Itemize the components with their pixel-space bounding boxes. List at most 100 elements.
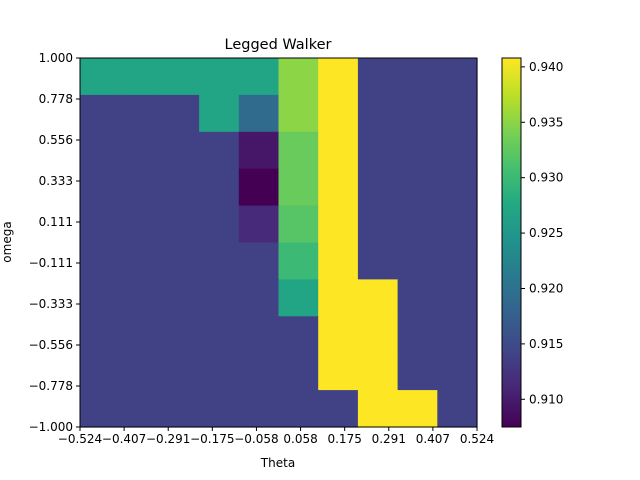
heatmap-cell [199, 168, 240, 207]
heatmap-cell [437, 242, 478, 280]
colorbar-tick-label: 0.920 [529, 281, 563, 295]
heatmap-cell [80, 316, 121, 354]
heatmap-cell [318, 390, 359, 428]
heatmap-cell [199, 353, 240, 391]
heatmap-cell [357, 205, 399, 244]
colorbar-ticks: 0.910 0.915 0.920 0.925 0.930 0.935 0.940 [521, 60, 563, 406]
heatmap-cell [278, 94, 319, 133]
heatmap-cell [318, 242, 359, 280]
x-axis-label: Theta [260, 456, 295, 470]
heatmap-cell [159, 58, 200, 96]
heatmap-cell [318, 94, 359, 133]
x-tick-label: −0.058 [234, 432, 278, 446]
x-tick-label: 0.291 [372, 432, 406, 446]
heatmap-cell [318, 58, 359, 96]
heatmap-cell [397, 205, 438, 244]
heatmap-cell [397, 390, 438, 428]
y-tick-label: 0.333 [39, 174, 73, 188]
x-tick-label: 0.407 [416, 432, 450, 446]
chart-title: Legged Walker [225, 37, 332, 53]
heatmap-cell [357, 316, 399, 354]
colorbar [501, 57, 522, 428]
heatmap-cell [80, 242, 121, 280]
heatmap-cell [437, 168, 478, 207]
heatmap-cell [159, 279, 200, 317]
heatmap-cell [80, 131, 121, 170]
heatmap-cell [357, 279, 399, 317]
heatmap-cell [397, 168, 438, 207]
heatmap-cell [159, 353, 200, 391]
heatmap-cell [278, 205, 319, 244]
x-tick-label: −0.407 [102, 432, 146, 446]
heatmap-cell [437, 390, 478, 428]
heatmap-cell [159, 131, 200, 170]
heatmap-cell [397, 242, 438, 280]
y-tick-label: 0.778 [39, 92, 73, 106]
heatmap-cell [119, 242, 160, 280]
heatmap-cell [437, 58, 478, 96]
heatmap-cell [318, 205, 359, 244]
heatmap-cell [278, 58, 319, 96]
heatmap-cell [159, 390, 200, 428]
heatmap-cell [278, 279, 319, 317]
heatmap-cell [119, 316, 160, 354]
heatmap-cell [318, 168, 359, 207]
heatmap-cell [437, 279, 478, 317]
heatmap-cell [397, 58, 438, 96]
heatmap-cell [238, 168, 280, 207]
colorbar-tick-label: 0.925 [529, 226, 563, 240]
heatmap-cell [357, 168, 399, 207]
heatmap-cell [238, 94, 280, 133]
heatmap-cell [278, 242, 319, 280]
heatmap-cell [119, 353, 160, 391]
heatmap-cell [357, 94, 399, 133]
heatmap-cell [80, 279, 121, 317]
heatmap-cell [437, 316, 478, 354]
heatmap-cell [80, 205, 121, 244]
colorbar-tick-label: 0.940 [529, 60, 563, 74]
y-tick-label: −0.111 [29, 256, 73, 270]
x-axis-ticks: −0.524 −0.407 −0.291 −0.175 −0.058 0.058 0.175… [58, 427, 494, 446]
heatmap-cell [397, 94, 438, 133]
y-axis-ticks: 1.000 0.778 0.556 0.333 0.111 −0.111 −0.333 −0.… [29, 51, 80, 434]
heatmap-cell [357, 353, 399, 391]
heatmap-cell [357, 131, 399, 170]
heatmap-cell [397, 279, 438, 317]
heatmap-cell [318, 316, 359, 354]
heatmap-cell [437, 131, 478, 170]
colorbar-tick-label: 0.910 [529, 392, 563, 406]
heatmap-cell [159, 316, 200, 354]
heatmap-cell [357, 58, 399, 96]
heatmap-cell [199, 390, 240, 428]
heatmap-cell [357, 242, 399, 280]
heatmap-cell [199, 131, 240, 170]
y-tick-label: −0.333 [29, 297, 73, 311]
heatmap-cell [199, 242, 240, 280]
heatmap-cell [278, 131, 319, 170]
heatmap-cell [238, 205, 280, 244]
y-tick-label: −0.778 [29, 379, 73, 393]
x-tick-label: 0.058 [283, 432, 317, 446]
heatmap-cell [278, 390, 319, 428]
heatmap-cell [437, 94, 478, 133]
heatmap-cell [199, 58, 240, 96]
heatmap-cell [159, 94, 200, 133]
heatmap-cell [119, 94, 160, 133]
heatmap-cell [397, 316, 438, 354]
x-tick-label: −0.175 [190, 432, 234, 446]
heatmap-cell [318, 131, 359, 170]
y-axis-label: omega [0, 221, 14, 262]
heatmap-cell [199, 205, 240, 244]
heatmap-cell [80, 168, 121, 207]
heatmap-cell [357, 390, 399, 428]
heatmap-cell [278, 316, 319, 354]
heatmap-cells [80, 58, 478, 428]
heatmap-cell [238, 58, 280, 96]
heatmap-cell [238, 242, 280, 280]
heatmap-cell [119, 390, 160, 428]
heatmap-cell [80, 58, 121, 96]
heatmap-cell [199, 316, 240, 354]
heatmap-cell [318, 353, 359, 391]
y-tick-label: 0.111 [39, 215, 73, 229]
